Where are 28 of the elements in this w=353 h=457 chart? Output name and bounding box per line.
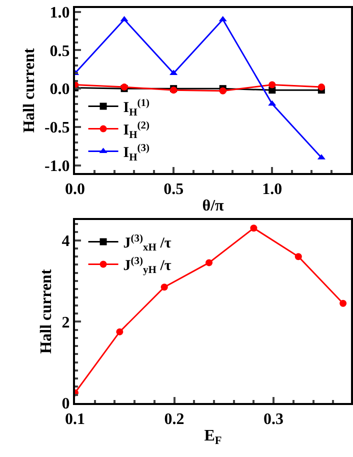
y-tick-label: 0 — [62, 396, 70, 413]
point — [250, 224, 258, 232]
point — [116, 328, 124, 336]
y-axis-title: Hall current — [38, 268, 56, 354]
y-tick-label: -1.0 — [44, 158, 70, 175]
x-tick-label: 0.2 — [164, 411, 184, 428]
x-axis-title: θ/π — [202, 197, 224, 214]
x-tick-label: 0.1 — [65, 411, 85, 428]
legend-label: J$^{(3)}$$_{yH}$ /τ — [123, 256, 172, 276]
y-tick-label: 2 — [62, 314, 70, 332]
y-axis-title: Hall current — [20, 48, 38, 133]
point — [340, 300, 347, 307]
x-tick-label: 1.0 — [262, 181, 282, 198]
point — [318, 84, 325, 91]
x-tick-label: 0.5 — [164, 181, 184, 198]
y-tick-label: -0.5 — [44, 120, 70, 137]
legend-label: J$^{(3)}$$_{xH}$ /τ — [123, 233, 172, 254]
y-tick-label: 4 — [62, 232, 70, 250]
point — [268, 81, 276, 88]
point — [160, 284, 168, 291]
y-tick-label: 1.0 — [50, 4, 70, 22]
y-tick-label: 0.0 — [50, 81, 70, 98]
point — [206, 259, 213, 266]
point — [294, 253, 302, 260]
x-axis-title: E$_{F}$ — [204, 427, 222, 447]
x-tick-label: 0.3 — [264, 411, 284, 428]
y-tick-label: 0.5 — [50, 42, 70, 60]
point — [268, 100, 276, 106]
